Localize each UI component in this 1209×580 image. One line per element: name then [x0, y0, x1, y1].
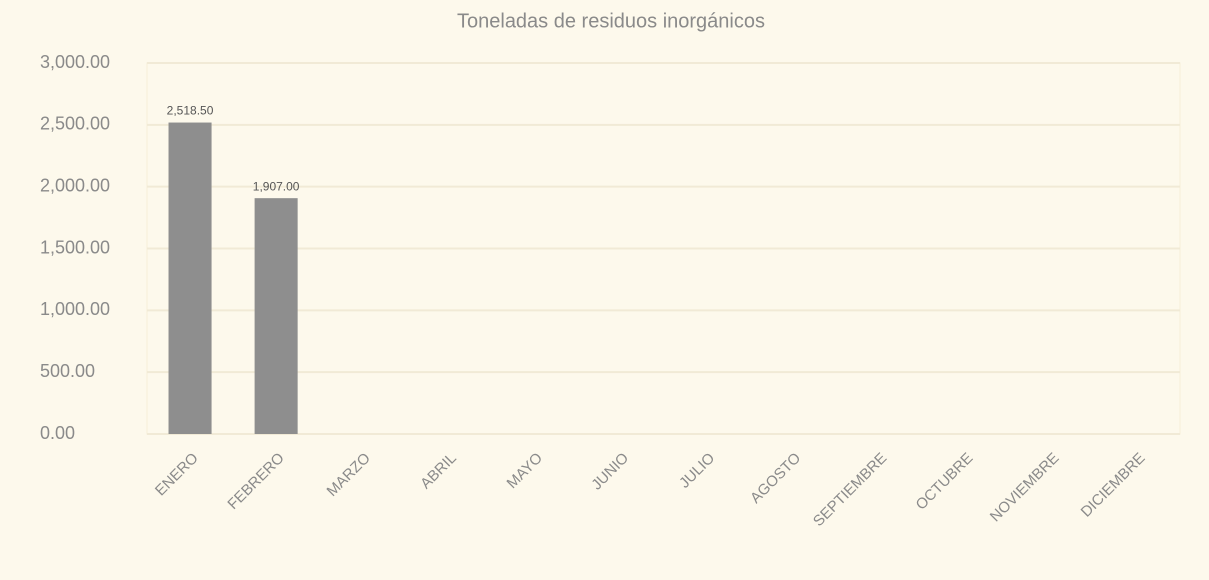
y-tick-label: 1,000.00 — [40, 299, 110, 319]
data-label: 2,518.50 — [167, 104, 214, 118]
y-tick-label: 3,000.00 — [40, 52, 110, 72]
y-tick-label: 1,500.00 — [40, 237, 110, 257]
bar — [168, 122, 212, 434]
data-label: 1,907.00 — [253, 179, 300, 193]
bar — [254, 198, 298, 434]
y-tick-label: 2,500.00 — [40, 114, 110, 134]
chart-title: Toneladas de residuos inorgánicos — [457, 10, 765, 32]
y-tick-label: 500.00 — [40, 361, 95, 381]
y-tick-label: 0.00 — [40, 423, 75, 443]
y-tick-label: 2,000.00 — [40, 175, 110, 195]
